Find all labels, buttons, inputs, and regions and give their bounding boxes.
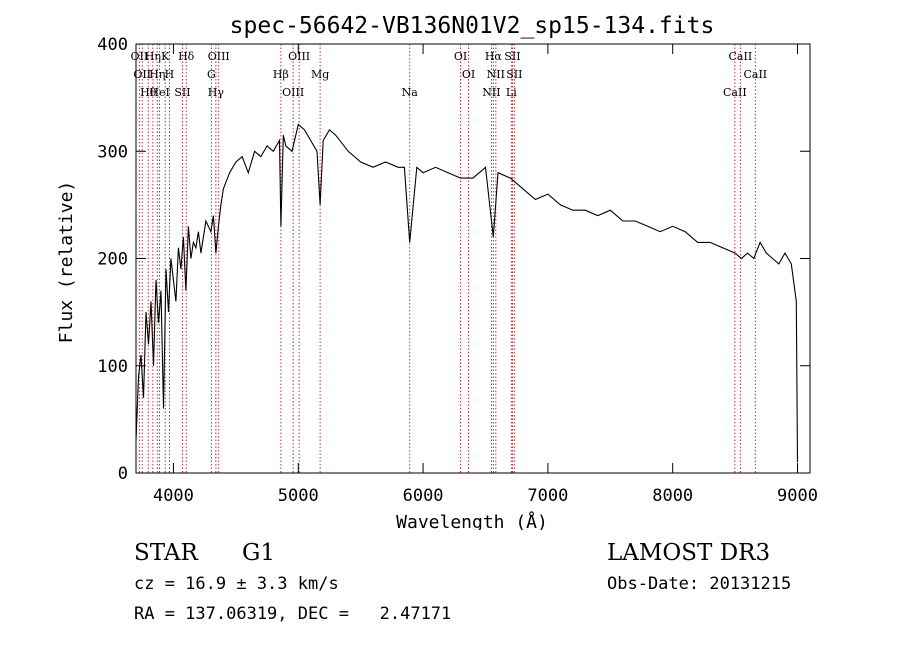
spectrum-chart: spec-56642-VB136N01V2_sp15-134.fits OII O… xyxy=(56,13,818,530)
line-marker-label: Mg xyxy=(311,68,329,81)
line-marker-label: H xyxy=(165,68,175,81)
line-marker-label: OII xyxy=(133,68,151,81)
line-marker-label: Li xyxy=(506,86,517,99)
line-marker-label: Hη xyxy=(145,50,161,63)
line-marker-label: HeI xyxy=(149,86,169,99)
line-marker-label: OIII xyxy=(288,50,310,63)
line-marker-label: Na xyxy=(402,86,419,99)
line-marker-label: Hδ xyxy=(178,50,195,63)
line-marker-label: K xyxy=(161,50,170,63)
line-marker-label: Hβ xyxy=(273,68,289,81)
x-tick-label: 6000 xyxy=(403,486,444,506)
y-tick-label: 300 xyxy=(97,142,128,162)
spectrum-line xyxy=(135,123,799,463)
x-tick-label: 8000 xyxy=(652,486,693,506)
line-marker-label: OI xyxy=(454,50,467,63)
line-marker-label: SII xyxy=(504,50,520,63)
line-marker-label: NII xyxy=(487,68,505,81)
y-axis-label: Flux (relative) xyxy=(56,181,77,344)
line-markers xyxy=(138,44,756,473)
line-marker-label: G xyxy=(207,68,216,81)
y-tick-label: 400 xyxy=(97,35,128,55)
line-marker-label: Hγ xyxy=(208,86,225,99)
line-marker-label: Hα xyxy=(485,50,503,63)
line-marker-label: CaII xyxy=(729,50,753,63)
x-axis-ticks: 4000 5000 6000 7000 8000 9000 xyxy=(153,44,818,506)
x-tick-label: 5000 xyxy=(278,486,319,506)
line-marker-label: OIII xyxy=(282,86,304,99)
plot-frame xyxy=(135,43,811,474)
line-marker-labels: OIIOIIHθHηHηHeIKHSIIHδGHγOIIIHβOIIIOIIIM… xyxy=(131,50,768,99)
y-tick-label: 100 xyxy=(97,357,128,377)
x-tick-label: 7000 xyxy=(527,486,568,506)
x-tick-label: 9000 xyxy=(777,486,818,506)
y-axis-ticks: 0 100 200 300 400 xyxy=(97,35,810,484)
object-class: STAR xyxy=(134,540,198,566)
line-marker-label: OII xyxy=(131,50,149,63)
line-marker-label: SII xyxy=(506,68,522,81)
chart-title: spec-56642-VB136N01V2_sp15-134.fits xyxy=(230,13,715,39)
y-tick-label: 200 xyxy=(97,250,128,270)
x-axis-label: Wavelength (Å) xyxy=(396,511,548,530)
x-tick-label: 4000 xyxy=(153,486,194,506)
line-marker-label: OIII xyxy=(208,50,230,63)
line-marker-label: NII xyxy=(482,86,500,99)
obs-date: Obs-Date: 20131215 xyxy=(607,574,792,594)
y-tick-label: 0 xyxy=(118,464,128,484)
coordinates: RA = 137.06319, DEC = 2.47171 xyxy=(134,604,452,624)
line-marker-label: CaII xyxy=(723,86,747,99)
line-marker-label: OI xyxy=(462,68,475,81)
survey-name: LAMOST DR3 xyxy=(607,540,771,566)
line-marker-label: Hθ xyxy=(140,86,157,99)
object-subclass: G1 xyxy=(242,540,276,566)
line-marker-label: CaII xyxy=(743,68,767,81)
line-marker-label: SII xyxy=(174,86,190,99)
line-marker-label: Hη xyxy=(149,68,165,81)
redshift-cz: cz = 16.9 ± 3.3 km/s xyxy=(134,574,339,594)
